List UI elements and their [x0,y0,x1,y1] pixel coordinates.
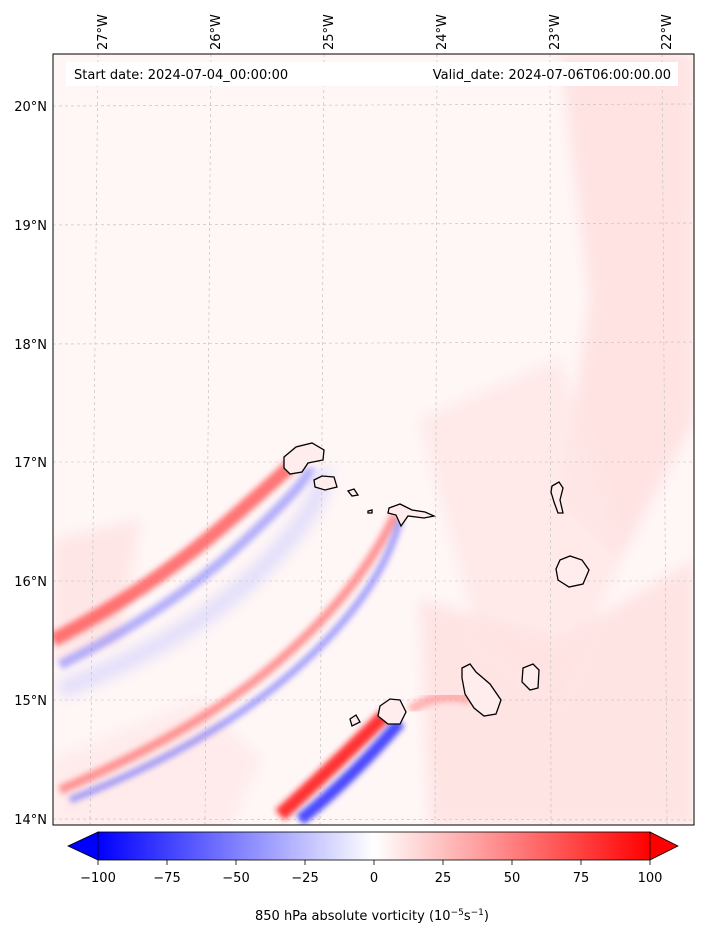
colorbar-tick-label: −50 [222,871,249,886]
colorbar-tick-label: −25 [291,871,318,886]
map-panel: Start date: 2024-07-04_00:00:00 Valid_da… [53,54,694,825]
start-date-text: Start date: 2024-07-04_00:00:00 [74,68,288,83]
colorbar-bar [97,831,651,861]
island-sao-nicolau [387,503,437,528]
lon-label-25w: 25°W [322,14,337,50]
island-santa-luzia [346,488,360,497]
island-brava [349,714,361,727]
island-boa-vista [555,555,590,588]
coastlines [283,442,590,727]
colorbar-tick-label: 100 [638,871,663,886]
lon-label-24w: 24°W [435,14,450,50]
lat-label-19n: 19°N [14,219,47,234]
lon-label-23w: 23°W [548,14,563,50]
map-gridlines [53,54,694,825]
lon-label-22w: 22°W [660,14,675,50]
date-info-box [66,62,678,86]
lat-label-15n: 15°N [14,694,47,709]
island-santiago [461,663,502,717]
colorbar-tick-label: −100 [80,871,116,886]
vorticity-wake-streaks [53,447,472,825]
colorbar-label: 850 hPa absolute vorticity (10−5s−1) [255,908,489,924]
island-sal [550,481,564,514]
colorbar-tick-label: 50 [504,871,521,886]
lat-label-14n: 14°N [14,813,47,828]
lat-label-16n: 16°N [14,575,47,590]
lat-label-17n: 17°N [14,456,47,471]
island-branco [367,509,373,514]
island-santo-antao [283,442,325,475]
colorbar-tick-label: 75 [573,871,590,886]
colorbar-tick-label: −75 [153,871,180,886]
colorbar: −100 −75 −50 −25 0 25 50 75 100 850 hPa absolute… [67,831,679,924]
lon-label-26w: 26°W [209,14,224,50]
lon-label-27w: 27°W [96,14,111,50]
colorbar-tick-label: 0 [370,871,378,886]
lat-label-20n: 20°N [14,100,47,115]
latitude-labels: 20°N 19°N 18°N 17°N 16°N 15°N 14°N [14,100,47,828]
colorbar-ticks: −100 −75 −50 −25 0 25 50 75 100 [80,860,662,886]
valid-date-text: Valid_date: 2024-07-06T06:00:00.00 [433,68,671,83]
island-fogo [377,698,407,725]
longitude-labels: 27°W 26°W 25°W 24°W 23°W 22°W [96,14,675,50]
colorbar-tick-label: 25 [435,871,452,886]
lat-label-18n: 18°N [14,338,47,353]
map-frame [52,53,695,826]
colorbar-extend-max [649,831,679,861]
colorbar-extend-min [67,831,99,861]
island-sao-vicente [313,475,338,491]
island-maio [521,663,540,691]
